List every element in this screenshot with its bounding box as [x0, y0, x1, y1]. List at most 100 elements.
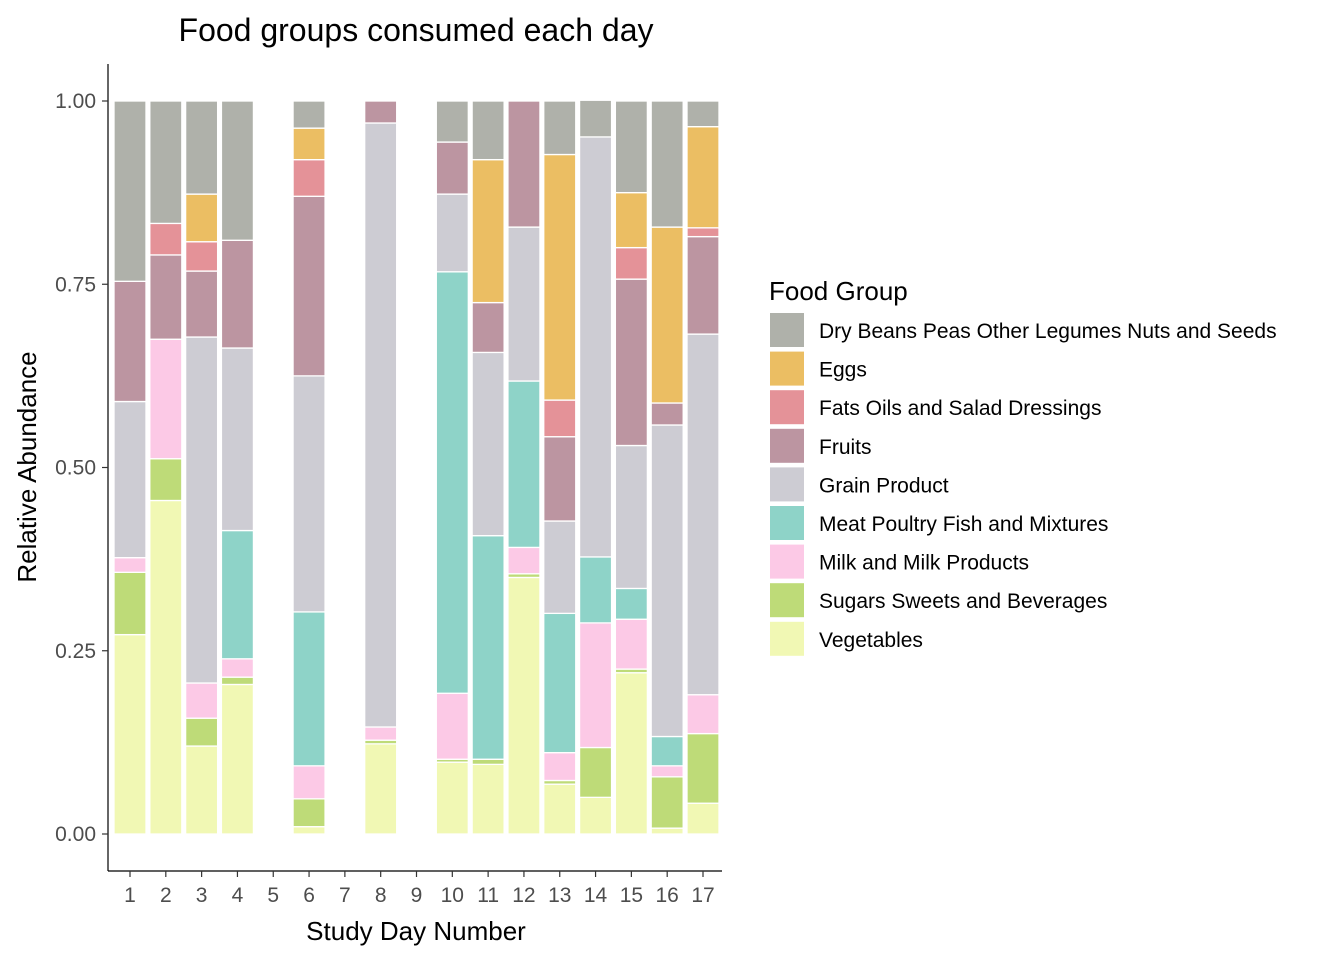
bar-segment [471, 763, 505, 835]
bar-segment [686, 802, 720, 835]
bar-segment [471, 301, 505, 354]
bar-segment [149, 499, 183, 835]
x-tick-label: 16 [656, 884, 679, 907]
legend-title: Food Group [769, 276, 908, 306]
bar-segment [292, 195, 326, 377]
legend-swatch [770, 583, 804, 618]
bar-segment [650, 226, 684, 404]
legend-label: Milk and Milk Products [819, 552, 1029, 575]
x-tick-label: 2 [160, 884, 172, 907]
bar-segment [220, 529, 255, 660]
bar-segment [507, 380, 541, 549]
bar-segment [650, 765, 684, 778]
bar-segment [292, 100, 326, 129]
bar-segment [149, 338, 183, 460]
bar-segment [435, 761, 469, 835]
bar-segment [113, 557, 147, 573]
bar-segment [364, 743, 398, 835]
legend-label: Fats Oils and Salad Dressings [819, 397, 1101, 420]
bar-segment [650, 776, 684, 829]
bar-segment [220, 658, 255, 678]
legend-label: Sugars Sweets and Beverages [819, 590, 1107, 613]
bar-segment [471, 158, 505, 304]
bar-segment [578, 796, 613, 835]
bar-segment [184, 100, 219, 195]
y-tick-label: 0.25 [55, 640, 96, 663]
bar-segment [435, 193, 469, 273]
bar-segment [543, 436, 577, 522]
x-tick-label: 10 [441, 884, 464, 907]
bar-segment [614, 672, 649, 835]
bar-segment [220, 676, 255, 686]
bar-segment [292, 765, 326, 800]
bar-segment [650, 424, 684, 738]
bar-segment [113, 280, 147, 403]
legend-swatch [770, 621, 804, 656]
chart-title: Food groups consumed each day [179, 12, 654, 48]
x-tick-label: 4 [232, 884, 244, 907]
x-axis-title: Study Day Number [306, 916, 526, 946]
x-tick-label: 17 [691, 884, 714, 907]
bar-segment [292, 375, 326, 613]
bar-segment [364, 122, 398, 728]
bar-segment [292, 127, 326, 161]
bar-segment [686, 126, 720, 229]
x-tick-label: 5 [267, 884, 279, 907]
x-tick-label: 6 [303, 884, 315, 907]
bar-segment [184, 745, 219, 835]
legend-label: Fruits [819, 436, 872, 459]
bar-segment [543, 751, 577, 782]
bar-segment [292, 798, 326, 828]
y-tick-label: 0.50 [55, 457, 96, 480]
bar-segment [292, 158, 326, 197]
bar-segment [614, 191, 649, 249]
bar-segment [650, 402, 684, 426]
bar-segment [507, 576, 541, 835]
bar-segment [686, 694, 720, 735]
bar-segment [292, 826, 326, 835]
bar-segment [543, 612, 577, 754]
bar-segment [578, 99, 613, 138]
legend: Food Group Dry Beans Peas Other Legumes … [769, 276, 1277, 656]
bar-segment [614, 587, 649, 620]
legend-label: Vegetables [819, 629, 923, 652]
bar-segment [435, 141, 469, 195]
bar-segment [686, 732, 720, 804]
x-tick-label: 13 [548, 884, 571, 907]
legend-swatch [770, 351, 804, 386]
legend-swatch [770, 428, 804, 463]
bar-segment [184, 336, 219, 684]
bar-segment [614, 246, 649, 280]
bar-segment [686, 235, 720, 335]
bar-segment [543, 520, 577, 615]
bar-segment [184, 682, 219, 719]
y-axis-title: Relative Abundance [12, 351, 42, 582]
x-tick-label: 11 [477, 884, 499, 907]
x-tick-label: 1 [124, 884, 136, 907]
bar-segment [149, 458, 183, 502]
bar-segment [650, 100, 684, 228]
bar-segment [149, 100, 183, 225]
bar-segment [471, 758, 505, 766]
x-tick-label: 3 [196, 884, 208, 907]
x-ticks: 1 2 3 4 5 6 7 8 9 10 11 12 13 14 15 16 17 [124, 871, 715, 907]
bar-segment [650, 827, 684, 835]
legend-label: Dry Beans Peas Other Legumes Nuts and Se… [819, 320, 1277, 343]
bar-segment [220, 347, 255, 532]
x-tick-label: 14 [584, 884, 608, 907]
legend-items: Dry Beans Peas Other Legumes Nuts and Se… [770, 313, 1277, 656]
bar-segment [184, 717, 219, 747]
bar-segment [578, 136, 613, 558]
bar-segment [507, 546, 541, 575]
legend-label: Grain Product [819, 474, 949, 497]
bar-segment [578, 556, 613, 624]
x-tick-label: 15 [620, 884, 643, 907]
bars [113, 99, 720, 835]
bar-segment [292, 611, 326, 767]
bar-segment [650, 735, 684, 767]
bar-segment [220, 683, 255, 835]
bar-segment [113, 571, 147, 636]
bar-segment [543, 399, 577, 438]
legend-swatch [770, 544, 804, 579]
